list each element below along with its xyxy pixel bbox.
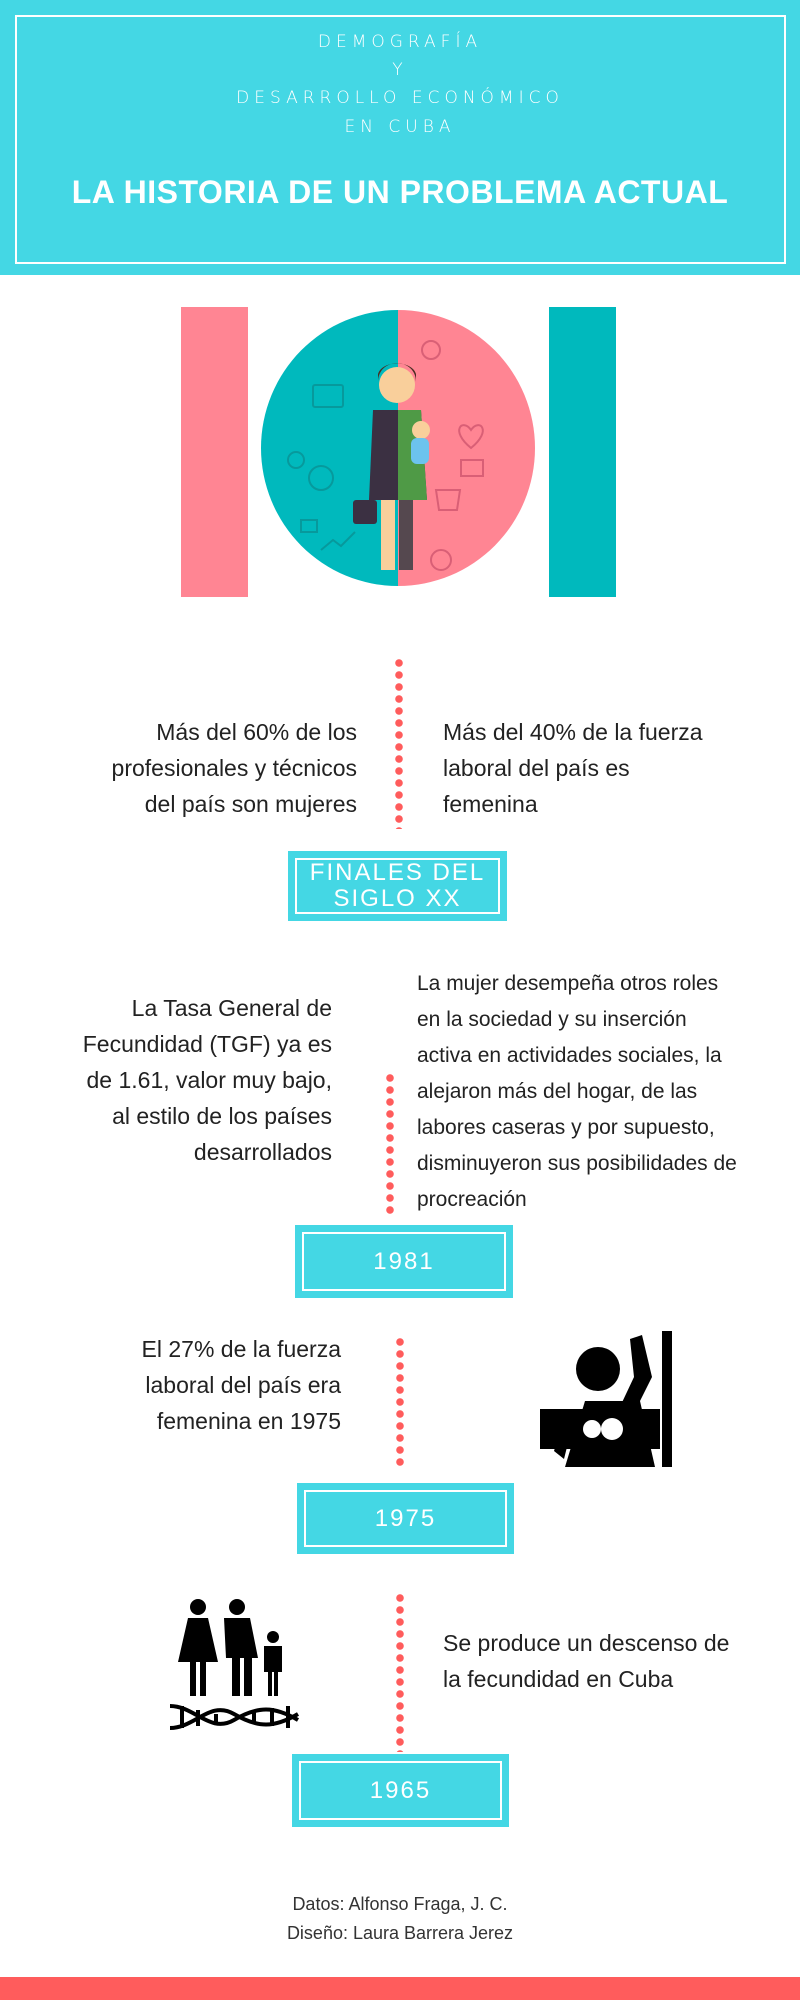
- page-title: LA HISTORIA DE UN PROBLEMA ACTUAL: [71, 174, 729, 210]
- timeline-dots: [396, 1592, 404, 1752]
- text-line: Más del 40% de la fuerza: [443, 719, 703, 745]
- fact-fertility-decline: Se produce un descenso de la fecundidad …: [443, 1625, 783, 1697]
- text-line: alejaron más del hogar, de las: [417, 1080, 698, 1103]
- footer-bar: [0, 1977, 800, 2000]
- text-line: procreación: [417, 1188, 527, 1211]
- label-1981: 1981: [295, 1225, 513, 1298]
- subtitle-line: EN CUBA: [344, 117, 456, 137]
- text-line: Se produce un descenso de: [443, 1630, 730, 1656]
- text-line: al estilo de los países: [112, 1103, 332, 1129]
- fact-27-percent: El 27% de la fuerza laboral del país era…: [20, 1331, 341, 1439]
- year-label: 1965: [369, 1776, 432, 1804]
- header-banner: [0, 0, 800, 275]
- credit-data: Datos: Alfonso Fraga, J. C.: [292, 1894, 508, 1914]
- timeline-dots: [396, 1336, 404, 1468]
- text-line: activa en actividades sociales, la: [417, 1044, 722, 1067]
- pink-bar: [181, 307, 248, 597]
- label-line: FINALES DEL: [309, 859, 486, 886]
- fact-women-roles: La mujer desempeña otros roles en la soc…: [417, 966, 792, 1218]
- text-line: del país son mujeres: [144, 791, 357, 817]
- text-line: laboral del país era: [145, 1372, 341, 1398]
- header-frame: [15, 15, 786, 264]
- label-finales-siglo-xx: FINALES DEL SIGLO XX: [288, 851, 507, 921]
- text-line: femenina en 1975: [156, 1408, 341, 1434]
- label-1975: 1975: [297, 1483, 514, 1554]
- timeline-dots: [395, 657, 403, 829]
- fact-professionals: Más del 60% de los profesionales y técni…: [20, 714, 357, 822]
- fact-labor-force: Más del 40% de la fuerza laboral del paí…: [443, 714, 783, 822]
- text-line: Fecundidad (TGF) ya es: [82, 1031, 332, 1057]
- text-line: de 1.61, valor muy bajo,: [86, 1067, 332, 1093]
- breastfeeding-icon: [540, 1331, 672, 1467]
- family-dna-icon: [169, 1599, 300, 1730]
- text-line: la fecundidad en Cuba: [443, 1666, 674, 1692]
- subtitle-line: DESARROLLO ECONÓMICO: [236, 88, 564, 108]
- subtitle-line: Y: [392, 60, 408, 80]
- subtitle-line: DEMOGRAFÍA: [317, 32, 483, 52]
- text-line: labores caseras y por supuesto,: [417, 1116, 715, 1139]
- working-mother-illustration: [261, 310, 535, 586]
- year-label: 1975: [374, 1504, 437, 1532]
- text-line: La mujer desempeña otros roles: [417, 972, 719, 995]
- text-line: La Tasa General de: [131, 995, 332, 1021]
- teal-bar: [549, 307, 616, 597]
- text-line: profesionales y técnicos: [111, 755, 357, 781]
- timeline-dots: [386, 1072, 394, 1218]
- year-label: 1981: [373, 1247, 435, 1275]
- text-line: en la sociedad y su inserción: [417, 1008, 687, 1031]
- label-1965: 1965: [292, 1754, 509, 1827]
- text-line: El 27% de la fuerza: [141, 1336, 341, 1362]
- label-line: SIGLO XX: [333, 885, 462, 912]
- text-line: femenina: [443, 791, 538, 817]
- text-line: Más del 60% de los: [156, 719, 357, 745]
- text-line: desarrollados: [193, 1139, 332, 1165]
- credit-design: Diseño: Laura Barrera Jerez: [286, 1923, 514, 1943]
- fact-tgf: La Tasa General de Fecundidad (TGF) ya e…: [10, 990, 332, 1170]
- text-line: laboral del país es: [443, 755, 630, 781]
- text-line: disminuyeron sus posibilidades de: [417, 1152, 737, 1175]
